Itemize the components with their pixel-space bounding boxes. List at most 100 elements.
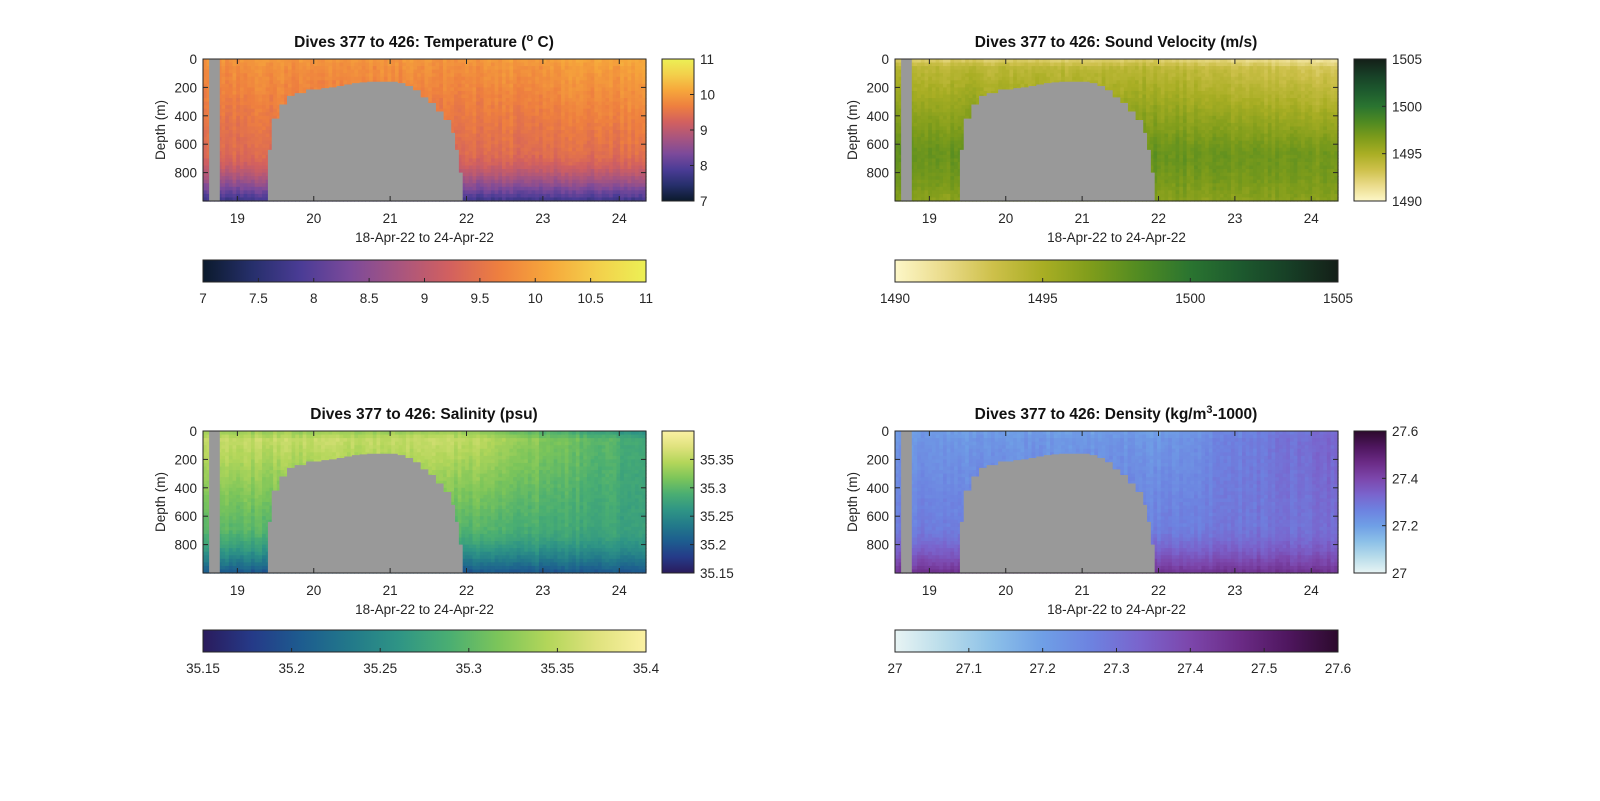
heatmap-cell xyxy=(233,151,237,155)
heatmap-cell xyxy=(236,102,240,106)
heatmap-cell xyxy=(258,134,262,138)
heatmap-cell xyxy=(583,77,587,81)
heatmap-cell xyxy=(535,119,539,123)
heatmap-cell xyxy=(233,144,237,148)
heatmap-cell xyxy=(472,166,476,170)
heatmap-cell xyxy=(535,169,539,173)
heatmap-cell xyxy=(517,112,521,116)
heatmap-cell xyxy=(476,130,480,134)
heatmap-cell xyxy=(240,98,244,102)
heatmap-cell xyxy=(605,130,609,134)
heatmap-cell xyxy=(554,123,558,127)
heatmap-cell xyxy=(524,119,528,123)
heatmap-cell xyxy=(266,73,270,77)
heatmap-cell xyxy=(591,176,595,180)
heatmap-cell xyxy=(895,180,899,184)
heatmap-cell xyxy=(583,148,587,152)
heatmap-cell xyxy=(480,148,484,152)
heatmap-cell xyxy=(266,105,270,109)
heatmap-cell xyxy=(229,77,233,81)
heatmap-cell xyxy=(605,109,609,113)
heatmap-cell xyxy=(594,166,598,170)
heatmap-cell xyxy=(465,70,469,74)
heatmap-cell xyxy=(543,70,547,74)
heatmap-cell xyxy=(550,183,554,187)
heatmap-cell xyxy=(262,80,266,84)
heatmap-cell xyxy=(244,70,248,74)
heatmap-cell xyxy=(421,63,425,67)
heatmap-cell xyxy=(598,63,602,67)
heatmap-cell xyxy=(543,141,547,145)
heatmap-cell xyxy=(484,116,488,120)
heatmap-cell xyxy=(594,183,598,187)
heatmap-cell xyxy=(439,102,443,106)
heatmap-cell xyxy=(639,183,643,187)
heatmap-cell xyxy=(602,116,606,120)
heatmap-cell xyxy=(358,70,362,74)
heatmap-cell xyxy=(628,187,632,191)
heatmap-cell xyxy=(602,59,606,63)
heatmap-cell xyxy=(233,95,237,99)
heatmap-cell xyxy=(565,87,569,91)
heatmap-cell xyxy=(524,141,528,145)
heatmap-cell xyxy=(251,155,255,159)
heatmap-cell xyxy=(262,166,266,170)
heatmap-cell xyxy=(565,102,569,106)
heatmap-cell xyxy=(469,148,473,152)
heatmap-cell xyxy=(229,63,233,67)
heatmap-cell xyxy=(233,137,237,141)
heatmap-cell xyxy=(421,59,425,63)
heatmap-cell xyxy=(568,87,572,91)
heatmap-cell xyxy=(487,176,491,180)
heatmap-cell xyxy=(539,77,543,81)
heatmap-cell xyxy=(472,70,476,74)
heatmap-cell xyxy=(240,144,244,148)
heatmap-cell xyxy=(580,190,584,194)
heatmap-cell xyxy=(631,95,635,99)
heatmap-cell xyxy=(513,84,517,88)
heatmap-cell xyxy=(598,84,602,88)
heatmap-cell xyxy=(550,148,554,152)
heatmap-cell xyxy=(480,134,484,138)
heatmap-cell xyxy=(565,180,569,184)
heatmap-cell xyxy=(258,95,262,99)
heatmap-cell xyxy=(539,70,543,74)
heatmap-cell xyxy=(233,109,237,113)
heatmap-cell xyxy=(546,187,550,191)
heatmap-cell xyxy=(469,87,473,91)
heatmap-cell xyxy=(583,123,587,127)
heatmap-cell xyxy=(624,130,628,134)
heatmap-cell xyxy=(513,173,517,177)
heatmap-cell xyxy=(258,158,262,162)
heatmap-cell xyxy=(340,77,344,81)
heatmap-cell xyxy=(550,105,554,109)
heatmap-cell xyxy=(613,173,617,177)
heatmap-cell xyxy=(528,169,532,173)
heatmap-cell xyxy=(491,98,495,102)
heatmap-cell xyxy=(895,95,899,99)
heatmap-cell xyxy=(495,119,499,123)
heatmap-cell xyxy=(244,169,248,173)
heatmap-cell xyxy=(266,77,270,81)
heatmap-cell xyxy=(509,176,513,180)
heatmap-cell xyxy=(484,70,488,74)
heatmap-cell xyxy=(602,123,606,127)
heatmap-cell xyxy=(557,95,561,99)
heatmap-cell xyxy=(244,84,248,88)
heatmap-cell xyxy=(262,187,266,191)
heatmap-cell xyxy=(539,134,543,138)
heatmap-cell xyxy=(498,123,502,127)
heatmap-cell xyxy=(329,73,333,77)
heatmap-cell xyxy=(528,84,532,88)
heatmap-cell xyxy=(598,151,602,155)
heatmap-cell xyxy=(616,66,620,70)
heatmap-cell xyxy=(458,119,462,123)
heatmap-cell xyxy=(517,187,521,191)
heatmap-cell xyxy=(628,151,632,155)
heatmap-cell xyxy=(236,183,240,187)
heatmap-cell xyxy=(225,102,229,106)
heatmap-cell xyxy=(284,70,288,74)
heatmap-cell xyxy=(262,158,266,162)
heatmap-cell xyxy=(484,109,488,113)
heatmap-cell xyxy=(306,66,310,70)
